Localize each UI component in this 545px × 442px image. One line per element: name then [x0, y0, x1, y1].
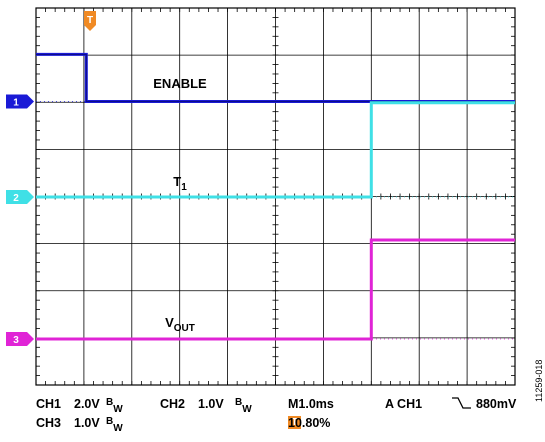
channel-2-trace: [36, 101, 515, 199]
channel-1-marker-label: 1: [13, 98, 19, 109]
falling-edge-icon: [450, 396, 472, 413]
channel-3-label: VOUT: [165, 315, 195, 334]
channel-2-marker: 2: [6, 190, 34, 204]
trigger-icon: T: [288, 416, 301, 429]
trigger-marker-label: T: [87, 15, 93, 26]
channel-2-marker-label: 2: [13, 193, 19, 204]
trigger-level: 880mV: [476, 397, 517, 411]
ch3-bandwidth-limit: BW: [106, 416, 123, 434]
channel-3-marker: 3: [6, 332, 34, 346]
ch3-scale: 1.0V: [74, 416, 100, 430]
channel-1-trace-core: [36, 53, 515, 102]
channel-1-marker: 1: [6, 94, 34, 109]
timebase: M1.0ms: [288, 397, 334, 411]
ch2-label: CH2: [160, 397, 186, 411]
figure-id: 11259-018: [534, 359, 544, 402]
channel-3-trace: [36, 238, 515, 341]
trigger-marker-shape: [84, 11, 96, 31]
trigger-arrow-down-icon: T: [84, 11, 96, 31]
channel-1-label: ENABLE: [153, 76, 207, 91]
trigger-source: A CH1: [385, 397, 423, 411]
channel-3-marker-label: 3: [13, 335, 19, 346]
ch2-bandwidth-limit: BW: [235, 397, 252, 415]
ch1-bandwidth-limit: BW: [106, 397, 123, 415]
ch2-scale: 1.0V: [198, 397, 224, 411]
trigger-position-value: 10.80%: [288, 416, 331, 430]
ch1-label: CH1: [36, 397, 62, 411]
ch1-scale: 2.0V: [74, 397, 100, 411]
channel-3-marker-shape: [6, 332, 34, 346]
channel-1-marker-shape: [6, 94, 34, 109]
channel-2-label: T1: [173, 174, 187, 193]
ch3-label: CH3: [36, 416, 62, 430]
channel-2-marker-shape: [6, 190, 34, 204]
